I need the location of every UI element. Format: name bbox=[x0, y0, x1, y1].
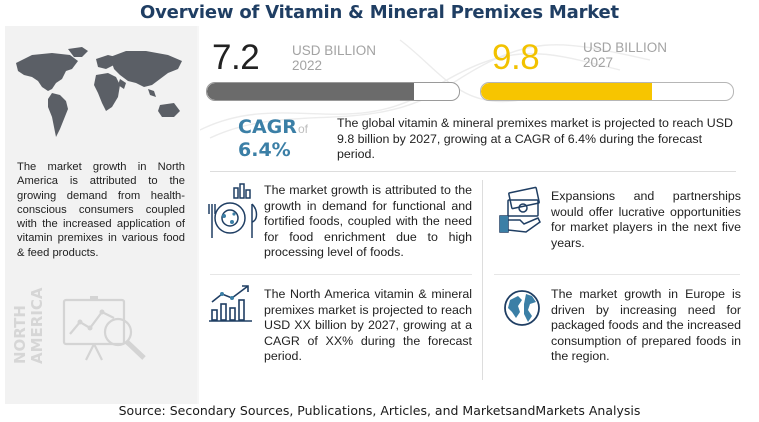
insight-europe: The market growth in Europe is driven by… bbox=[551, 287, 741, 363]
progress-bar-2022 bbox=[206, 82, 460, 101]
unit-2027: USD BILLION 2027 bbox=[583, 40, 667, 70]
globe-icon bbox=[504, 290, 540, 326]
progress-fill-2027 bbox=[481, 83, 653, 100]
divider-vertical bbox=[482, 180, 483, 380]
cagr-of: of bbox=[298, 122, 309, 136]
year-2027: 2027 bbox=[583, 55, 614, 70]
unit-2022: USD BILLION 2022 bbox=[292, 43, 376, 73]
divider-left-row bbox=[210, 274, 472, 275]
money-hand-icon bbox=[499, 186, 541, 233]
cagr-label: CAGR bbox=[238, 116, 297, 138]
growth-chart-icon bbox=[209, 285, 252, 322]
page-title: Overview of Vitamin & Mineral Premixes M… bbox=[140, 2, 619, 23]
insight-demand: The market growth is attributed to the g… bbox=[264, 183, 472, 259]
world-map-icon bbox=[16, 47, 182, 137]
food-chart-icon bbox=[208, 183, 258, 238]
unit-2027-label: USD BILLION bbox=[583, 40, 668, 55]
progress-fill-2022 bbox=[207, 83, 414, 100]
divider-right-row bbox=[494, 274, 740, 275]
region-label-text: NORTH AMERICA bbox=[11, 287, 46, 364]
north-america-description: The market growth in North America is at… bbox=[17, 161, 185, 259]
insight-north-america: The North America vitamin & mineral prem… bbox=[264, 287, 472, 363]
cagr-value: 6.4% bbox=[238, 139, 291, 161]
divider-horizontal bbox=[210, 171, 736, 172]
market-value-2027: 9.8 bbox=[492, 38, 540, 77]
insight-expansions: Expansions and partnerships would offer … bbox=[551, 189, 741, 250]
year-2022: 2022 bbox=[292, 58, 323, 73]
source-note: Source: Secondary Sources, Publications,… bbox=[118, 403, 641, 418]
market-value-2022: 7.2 bbox=[212, 38, 260, 77]
market-summary: The global vitamin & mineral premixes ma… bbox=[337, 116, 733, 161]
unit-2022-label: USD BILLION bbox=[292, 43, 377, 58]
progress-bar-2027 bbox=[480, 82, 734, 101]
analytics-magnifier-icon bbox=[62, 296, 146, 361]
region-label: NORTH AMERICA bbox=[11, 287, 48, 366]
